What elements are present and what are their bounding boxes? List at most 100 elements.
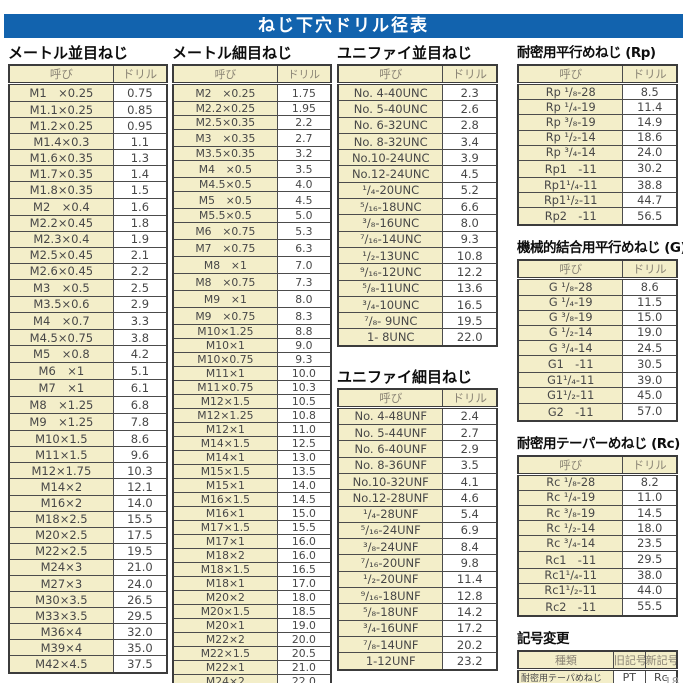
drill-value-cell: 13.0 — [276, 450, 332, 465]
thread-name-cell: M6 ×0.75 — [172, 222, 278, 240]
table-row: Rp1 -11 30.2 — [517, 159, 678, 178]
thread-name-cell: ⁵/₁₆-18UNC — [337, 198, 444, 216]
thread-name-cell: Rc ¹/₂-14 — [517, 520, 624, 537]
drill-value-cell: PT — [612, 668, 646, 683]
table-row: M22×2 20.0 — [172, 632, 332, 647]
thread-table: 呼び ドリル Rp ¹/₈-28 8.5 Rp ¹/₄-19 11.4 Rp ³/₈-19 1… — [517, 64, 678, 227]
drill-value-cell: 16.5 — [276, 562, 332, 577]
table-row: M2.5×0.35 2.2 — [172, 115, 332, 130]
drill-value-cell: Rc — [644, 668, 678, 683]
thread-name-cell: M18×2 — [172, 548, 278, 563]
table-row: M9 ×1.25 7.8 — [8, 413, 168, 432]
column-header: ドリル — [622, 455, 678, 476]
table-row: Rp1¹/₄-11 38.8 — [517, 176, 678, 194]
drill-value-cell: 14.0 — [112, 494, 168, 512]
table-row: M6 ×1 5.1 — [8, 362, 168, 381]
table-row: M9 ×1 8.0 — [172, 290, 332, 308]
drill-value-cell: 8.0 — [442, 214, 498, 232]
drill-value-cell: 39.0 — [622, 372, 678, 389]
drill-value-cell: 2.2 — [276, 115, 332, 130]
drill-value-cell: 2.1 — [112, 246, 168, 264]
thread-name-cell: Rp2 -11 — [517, 207, 624, 226]
thread-name-cell: Rp ¹/₈-28 — [517, 82, 624, 101]
table-row: ³/₄-16UNF 17.2 — [337, 619, 498, 637]
drill-value-cell: 13.6 — [442, 279, 498, 297]
header-row: 呼び ドリル — [517, 64, 678, 85]
drill-value-cell: 2.9 — [112, 295, 168, 314]
column-header: 種類 — [517, 650, 614, 671]
drill-value-cell: 11.4 — [622, 99, 678, 116]
column-header: ドリル — [622, 64, 678, 85]
table-row: Rc ¹/₈-28 8.2 — [517, 473, 678, 491]
thread-name-cell: ¹/₂-20UNF — [337, 570, 444, 589]
drill-value-cell: 7.0 — [276, 256, 332, 274]
thread-name-cell: M2.3×0.4 — [8, 230, 114, 248]
thread-name-cell: M10×0.75 — [172, 352, 278, 367]
drill-value-cell: 3.5 — [442, 456, 498, 474]
column-header: ドリル — [442, 64, 498, 85]
thread-name-cell: M1.2×0.25 — [8, 117, 114, 135]
drill-value-cell: 35.0 — [112, 639, 168, 657]
drill-value-cell: 16.5 — [442, 295, 498, 314]
thread-name-cell: M1.6×0.35 — [8, 149, 114, 167]
drill-value-cell: 44.0 — [622, 582, 678, 599]
thread-name-cell: ³/₄-16UNF — [337, 619, 444, 637]
thread-name-cell: M7 ×0.75 — [172, 239, 278, 257]
drill-value-cell: 9.0 — [276, 338, 332, 353]
drill-value-cell: 18.5 — [276, 604, 332, 619]
thread-name-cell: M15×1 — [172, 478, 278, 493]
thread-name-cell: M22×2 — [172, 632, 278, 647]
table-row: M16×1 15.0 — [172, 506, 332, 521]
table-row: M11×0.75 10.3 — [172, 380, 332, 395]
thread-name-cell: M16×1 — [172, 506, 278, 521]
page-number-fragment: 18 — [664, 675, 680, 683]
thread-name-cell: M3 ×0.35 — [172, 129, 278, 147]
drill-value-cell: 10.8 — [442, 246, 498, 265]
thread-name-cell: ¹/₄-20UNC — [337, 181, 444, 200]
thread-name-cell: No.12-24UNC — [337, 165, 444, 183]
section-title: 耐密用平行めねじ (Rp) — [517, 45, 656, 61]
thread-name-cell: M24×2 — [172, 674, 278, 683]
thread-name-cell: M11×1.5 — [8, 446, 114, 464]
drill-value-cell: 12.1 — [112, 478, 168, 496]
thread-name-cell: 1- 8UNC — [337, 328, 444, 347]
table-row: M3 ×0.5 2.5 — [8, 278, 168, 297]
drill-value-cell: 14.2 — [442, 603, 498, 621]
header-row: 呼び ドリル — [8, 64, 168, 85]
thread-name-cell: Rc ¹/₄-19 — [517, 489, 624, 507]
thread-name-cell: M18×1.5 — [172, 562, 278, 577]
table-row: M12×1 11.0 — [172, 422, 332, 437]
column-header: 呼び — [517, 455, 624, 476]
thread-name-cell: ⁷/₁₆-20UNF — [337, 554, 444, 572]
drill-value-cell: 2.6 — [442, 100, 498, 118]
table-row: M15×1.5 13.5 — [172, 464, 332, 479]
thread-name-cell: No. 6-40UNF — [337, 440, 444, 458]
drill-value-cell: 21.0 — [112, 558, 168, 576]
drill-value-cell: 24.5 — [622, 340, 678, 357]
thread-name-cell: ⁵/₈-11UNC — [337, 279, 444, 297]
table-row: M20×1 19.0 — [172, 618, 332, 633]
table-row: Rc1¹/₂-11 44.0 — [517, 582, 678, 599]
thread-name-cell: M33×3.5 — [8, 607, 114, 625]
drill-value-cell: 6.6 — [442, 198, 498, 216]
thread-name-cell: M14×1 — [172, 450, 278, 465]
table-row: M14×1 13.0 — [172, 450, 332, 465]
table-row: M8 ×1 7.0 — [172, 256, 332, 274]
table-row: Rc2 -11 55.5 — [517, 597, 678, 617]
thread-name-cell: M22×1.5 — [172, 646, 278, 661]
thread-name-cell: No. 8-32UNC — [337, 132, 444, 151]
thread-name-cell: ⁷/₈- 9UNC — [337, 312, 444, 330]
table-row: ⁹/₁₆-18UNF 12.8 — [337, 587, 498, 605]
table-row: M1 ×0.25 0.75 — [8, 83, 168, 102]
drill-value-cell: 1.1 — [112, 133, 168, 151]
thread-table: 呼び ドリル No. 4-48UNF 2.4 No. 5-44UNF 2.7 No. 6-4… — [337, 387, 498, 671]
thread-name-cell: M4 ×0.5 — [172, 160, 278, 178]
column-header: ドリル — [442, 388, 498, 409]
table-row: G1 -11 30.5 — [517, 355, 678, 374]
thread-name-cell: M20×1.5 — [172, 604, 278, 619]
table-row: ⁷/₁₆-14UNC 9.3 — [337, 230, 498, 248]
thread-name-cell: G ¹/₄-19 — [517, 294, 624, 311]
table-row: ¹/₄-28UNF 5.4 — [337, 505, 498, 523]
table-row: M10×1 9.0 — [172, 338, 332, 353]
drill-value-cell: 8.8 — [276, 324, 332, 339]
